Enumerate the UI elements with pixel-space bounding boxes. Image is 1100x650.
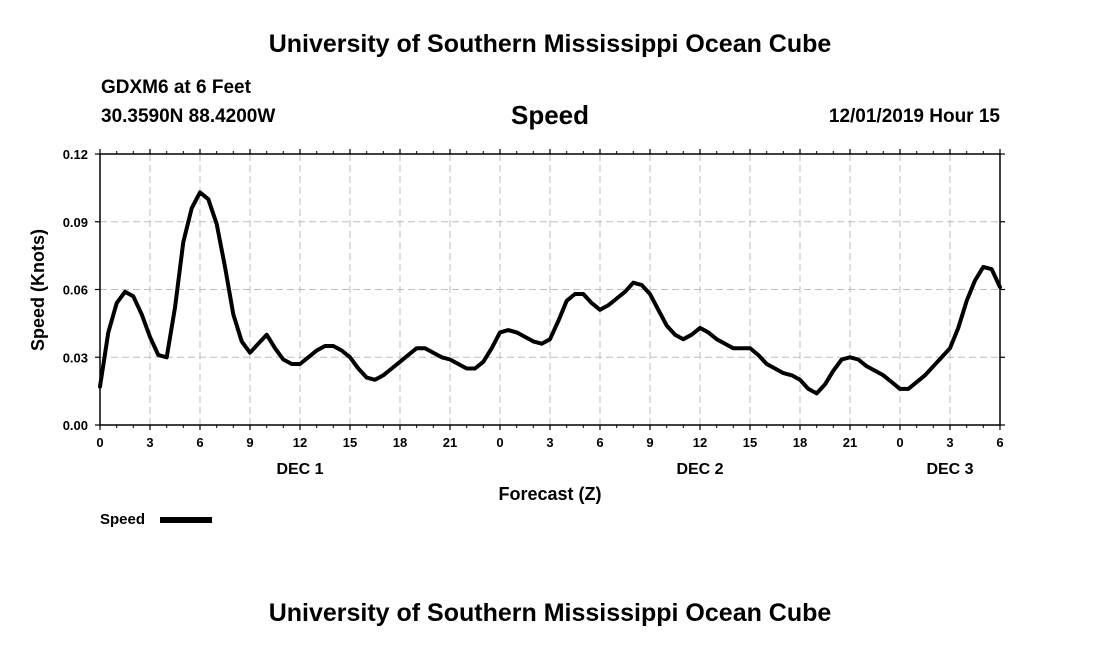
chart-title: Speed: [510, 100, 590, 130]
station-label: GDXM6 at 6 Feet: [101, 77, 251, 98]
grid: [100, 154, 1000, 425]
x-tick-label: 21: [843, 435, 857, 450]
x-tick-label: 18: [793, 435, 807, 450]
x-tick-label: 3: [946, 435, 953, 450]
date-label: DEC 1: [276, 461, 323, 478]
x-tick-label: 21: [443, 435, 457, 450]
y-tick-label: 0.12: [63, 147, 88, 162]
x-tick-label: 0: [896, 435, 903, 450]
x-tick-label: 15: [343, 435, 357, 450]
x-tick-label: 18: [393, 435, 407, 450]
y-axis-label: Speed (Knots): [28, 229, 48, 351]
date-label: DEC 3: [926, 461, 973, 478]
x-tick-label: 15: [743, 435, 757, 450]
top-title: University of Southern Mississippi Ocean…: [268, 30, 832, 58]
y-tick-label: 0.00: [63, 418, 88, 433]
x-tick-label: 9: [246, 435, 253, 450]
x-tick-label: 9: [646, 435, 653, 450]
x-tick-label: 6: [596, 435, 603, 450]
forecast-datetime: 12/01/2019 Hour 15: [828, 106, 1000, 127]
y-tick-label: 0.06: [63, 283, 88, 298]
legend-label: Speed: [100, 511, 145, 528]
legend-swatch: [160, 517, 212, 523]
x-tick-label: 12: [693, 435, 707, 450]
y-tick-label: 0.09: [63, 215, 88, 230]
coordinates-label: 30.3590N 88.4200W: [101, 106, 276, 127]
x-tick-label: 6: [996, 435, 1003, 450]
x-tick-label: 6: [196, 435, 203, 450]
x-tick-label: 0: [496, 435, 503, 450]
x-tick-label: 12: [293, 435, 307, 450]
y-tick-label: 0.03: [63, 350, 88, 365]
x-tick-label: 0: [96, 435, 103, 450]
bottom-title: University of Southern Mississippi Ocean…: [268, 599, 832, 627]
axis-ticks: 0 3 6 9 12 15 18 21 0 3 6 9 12 15 18 21 0 3 6 0.00 0.03 0.06 0…: [63, 147, 1005, 478]
x-tick-label: 3: [146, 435, 153, 450]
x-axis-label: Forecast (Z): [498, 484, 601, 504]
speed-series-line: [98, 190, 1002, 396]
x-tick-label: 3: [546, 435, 553, 450]
date-label: DEC 2: [676, 461, 723, 478]
